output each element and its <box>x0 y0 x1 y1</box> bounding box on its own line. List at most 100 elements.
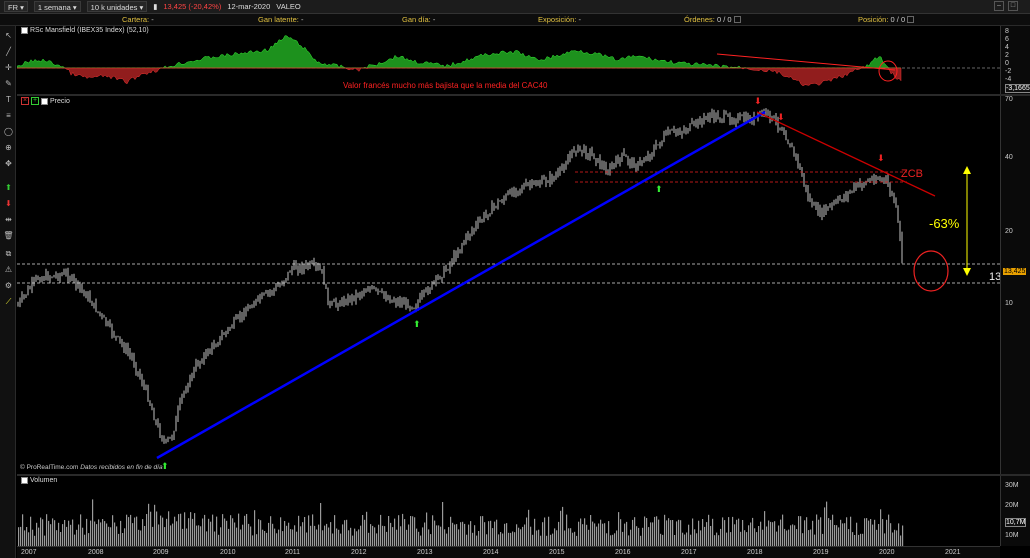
volume-bar <box>752 517 754 546</box>
volume-bar <box>862 533 864 546</box>
volume-bar <box>700 530 702 546</box>
move-icon[interactable]: ✥ <box>5 159 12 168</box>
volume-panel[interactable]: Volumen <box>17 476 1000 546</box>
volume-bar <box>382 525 384 546</box>
volume-bar <box>28 532 30 546</box>
volume-bar <box>896 530 898 546</box>
cursor-icon[interactable]: ↖ <box>5 31 12 40</box>
year-tick: 2013 <box>417 549 433 556</box>
volume-bar <box>340 533 342 546</box>
indicator-checkbox[interactable] <box>21 27 28 34</box>
volume-bar <box>328 527 330 546</box>
volume-bar <box>282 531 284 546</box>
panel-divider[interactable] <box>17 94 1030 96</box>
volume-bar <box>160 515 162 546</box>
volume-bar <box>556 530 558 546</box>
crosshair-icon[interactable]: ✛ <box>5 63 12 72</box>
rs-highlight-circle <box>878 60 898 82</box>
gan-dia-info: Gan día: - <box>402 15 436 24</box>
text-icon[interactable]: T <box>6 95 11 104</box>
volume-bar <box>388 516 390 546</box>
color-icon[interactable]: ⟋ <box>5 297 12 306</box>
volume-bar <box>698 520 700 546</box>
ordenes-toggle[interactable] <box>733 16 741 23</box>
volume-bar <box>880 509 882 546</box>
volume-bar <box>588 529 590 546</box>
volume-bar <box>268 522 270 546</box>
volume-bar <box>886 519 888 546</box>
volume-bar <box>456 524 458 546</box>
alert-icon[interactable]: ⚠ <box>4 265 13 274</box>
time-axis[interactable]: 2007 2008 2009 2010 2011 2012 2013 2014 … <box>17 546 1000 558</box>
volume-bar <box>450 516 452 546</box>
panel-divider[interactable] <box>17 474 1030 476</box>
volume-bar <box>460 522 462 546</box>
close-panel-icon[interactable]: × <box>21 97 29 105</box>
measure-icon[interactable]: ⇹ <box>5 215 12 224</box>
volume-bar <box>768 520 770 546</box>
fibonacci-icon[interactable]: ≡ <box>6 111 11 120</box>
volume-bar <box>514 532 516 546</box>
volume-bar <box>406 529 408 546</box>
line-icon[interactable]: ╱ <box>6 47 11 56</box>
year-tick: 2011 <box>285 549 301 556</box>
minimize-icon[interactable]: – <box>994 1 1004 11</box>
posicion-toggle[interactable] <box>907 16 915 23</box>
indicator-tick: 0 <box>1005 60 1009 67</box>
arrow-down-icon[interactable]: ⬇ <box>5 199 12 208</box>
volume-bar <box>68 520 70 546</box>
volume-bar <box>528 509 530 546</box>
price-checkbox[interactable] <box>41 97 48 105</box>
volume-bar <box>892 532 894 546</box>
year-tick: 2019 <box>813 549 829 556</box>
bars-icon[interactable]: ▮ <box>153 2 158 11</box>
volume-bar <box>722 517 724 546</box>
volume-bar <box>782 514 784 546</box>
volume-bar <box>82 527 84 546</box>
volume-bar <box>828 518 830 546</box>
volume-bar <box>42 519 44 546</box>
trash-icon[interactable]: 🗑 <box>3 231 14 240</box>
settings-icon[interactable]: ⚙ <box>4 281 13 290</box>
volume-bar <box>226 520 228 546</box>
volume-bar <box>878 524 880 546</box>
volume-bar <box>552 533 554 546</box>
volume-bar <box>276 533 278 546</box>
volume-bar <box>560 510 562 546</box>
ellipse-icon[interactable]: ◯ <box>4 127 13 136</box>
indicator-tick: -4 <box>1005 76 1012 83</box>
volume-bar <box>864 518 866 546</box>
volume-bar <box>728 517 730 546</box>
symbol-selector[interactable]: FR ▾ <box>4 1 28 12</box>
volume-title: Volumen <box>21 477 57 484</box>
volume-bar <box>186 528 188 546</box>
volume-bar <box>108 526 110 546</box>
year-tick: 2015 <box>549 549 565 556</box>
arrow-up-icon[interactable]: ⬆ <box>5 183 12 192</box>
volume-bar <box>48 520 50 546</box>
zoom-icon[interactable]: ⊕ <box>5 143 12 152</box>
maximize-icon[interactable]: □ <box>1008 1 1018 11</box>
units-selector[interactable]: 10 k unidades ▾ <box>86 1 148 12</box>
volume-bar <box>796 529 798 546</box>
volume-bar <box>420 535 422 546</box>
drawdown-label: -63% <box>929 216 960 231</box>
period-selector[interactable]: 1 semana ▾ <box>33 1 81 12</box>
volume-bar <box>610 535 612 546</box>
volume-bar <box>258 519 260 546</box>
mansfield-indicator-panel[interactable]: RSc Mansfield (IBEX35 Index) (52,10) Val… <box>17 26 1000 94</box>
pen-icon[interactable]: ✎ <box>5 79 12 88</box>
portfolio-info-bar: Cartera: - Gan latente: - Gan día: - Exp… <box>0 14 1030 26</box>
indicator-title: RSc Mansfield (IBEX35 Index) (52,10) <box>21 27 149 34</box>
volume-bar <box>888 514 890 546</box>
volume-checkbox[interactable] <box>21 477 28 484</box>
indicator-tick: 6 <box>1005 36 1009 43</box>
volume-bar <box>856 522 858 546</box>
add-panel-icon[interactable]: + <box>31 97 39 105</box>
copy-icon[interactable]: ⧉ <box>5 249 12 258</box>
volume-bar <box>44 535 46 546</box>
price-panel[interactable]: × + Precio -63% ZCB 13 ⬇ ⬇ ⬇ ⬆ ⬆ ⬆ © Pro… <box>17 96 1000 474</box>
volume-bar <box>604 523 606 546</box>
volume-bar <box>232 518 234 546</box>
price-tick: 20 <box>1005 228 1013 235</box>
